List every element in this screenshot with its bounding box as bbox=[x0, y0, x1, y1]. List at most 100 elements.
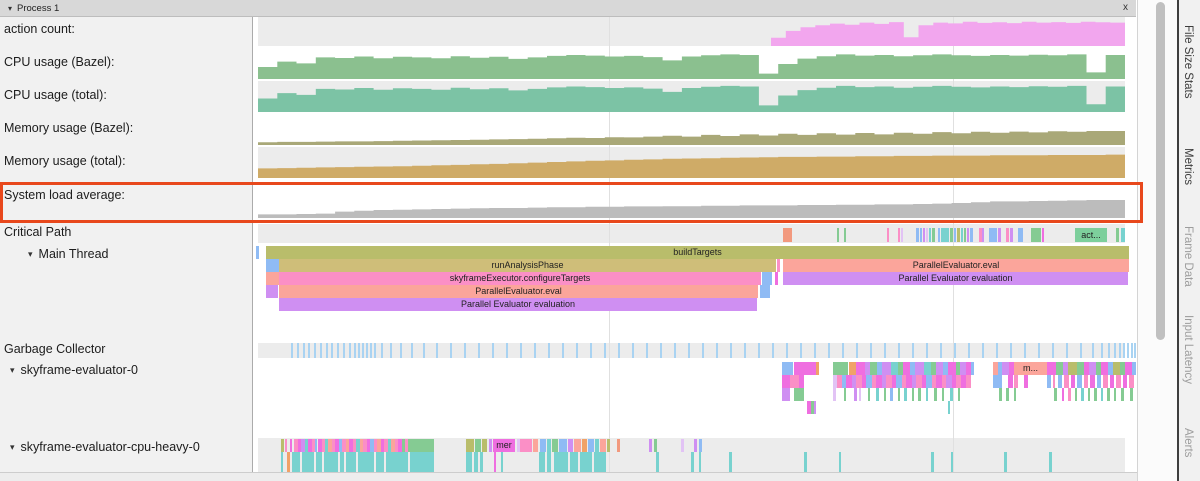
evaluator0-row-2-slice[interactable] bbox=[846, 375, 852, 388]
critical-path-row-slice[interactable] bbox=[954, 228, 956, 242]
evaluator0-row-2-slice[interactable] bbox=[896, 375, 902, 388]
cpu-heavy-row-1-slice[interactable] bbox=[298, 439, 301, 452]
evaluator0-row-2-slice[interactable] bbox=[902, 375, 906, 388]
evaluator0-row-3-slice[interactable] bbox=[1054, 388, 1057, 401]
gc-tick[interactable] bbox=[520, 343, 522, 358]
critical-path-row-slice[interactable] bbox=[923, 228, 925, 242]
evaluator0-row-3-slice[interactable] bbox=[918, 388, 921, 401]
row-label-critical-path[interactable]: Critical Path bbox=[0, 225, 254, 241]
evaluator0-row-2-slice[interactable] bbox=[852, 375, 856, 388]
cpu-heavy-row-1-slice[interactable] bbox=[388, 439, 391, 452]
evaluator0-row-2-slice[interactable] bbox=[856, 375, 862, 388]
critical-path-row-slice[interactable] bbox=[901, 228, 903, 242]
cpu-heavy-row-1-slice[interactable] bbox=[559, 439, 567, 452]
gc-tick[interactable] bbox=[478, 343, 480, 358]
cpu-heavy-row-1-slice[interactable] bbox=[367, 439, 370, 452]
evaluator0-row-3-slice[interactable] bbox=[859, 388, 861, 401]
gc-tick[interactable] bbox=[450, 343, 452, 358]
evaluator0-row-1-slice[interactable] bbox=[971, 362, 974, 375]
evaluator0-row-1-slice[interactable] bbox=[960, 362, 966, 375]
main-thread-row-2-slice[interactable] bbox=[266, 259, 279, 272]
row-label-garbage-collector[interactable]: Garbage Collector bbox=[0, 342, 254, 358]
collapse-arrow-icon[interactable]: ▾ bbox=[10, 442, 15, 452]
evaluator0-row-1-slice-label[interactable]: m... bbox=[1014, 362, 1047, 375]
evaluator0-row-2-slice[interactable] bbox=[882, 375, 886, 388]
critical-path-row-slice[interactable] bbox=[979, 228, 982, 242]
gc-tick[interactable] bbox=[982, 343, 984, 358]
cpu-heavy-row-2-slice[interactable] bbox=[699, 452, 701, 472]
main-thread-row-3-slice[interactable] bbox=[266, 272, 279, 285]
gc-tick[interactable] bbox=[1080, 343, 1082, 358]
gc-tick[interactable] bbox=[744, 343, 746, 358]
evaluator0-row-2-slice[interactable] bbox=[1110, 375, 1114, 388]
cpu-heavy-row-1-slice[interactable] bbox=[363, 439, 367, 452]
evaluator0-row-1-slice[interactable] bbox=[1077, 362, 1084, 375]
critical-path-row-slice[interactable] bbox=[982, 228, 984, 242]
evaluator0-row-1-slice[interactable] bbox=[794, 362, 816, 375]
gc-tick[interactable] bbox=[604, 343, 606, 358]
evaluator0-row-3-slice[interactable] bbox=[1107, 388, 1110, 401]
evaluator0-row-2-slice[interactable] bbox=[799, 375, 804, 388]
evaluator0-row-2-slice[interactable] bbox=[952, 375, 956, 388]
gc-tick[interactable] bbox=[320, 343, 322, 358]
critical-path-row-slice[interactable] bbox=[926, 228, 928, 242]
main-thread-row-2-slice[interactable] bbox=[777, 259, 780, 272]
gc-tick[interactable] bbox=[1010, 343, 1012, 358]
cpu-heavy-row-2-slice[interactable] bbox=[951, 452, 953, 472]
gc-tick[interactable] bbox=[464, 343, 466, 358]
gc-tick[interactable] bbox=[674, 343, 676, 358]
gc-tick[interactable] bbox=[297, 343, 299, 358]
cpu-heavy-row-2-slice[interactable] bbox=[839, 452, 841, 472]
evaluator0-row-1-slice[interactable] bbox=[998, 362, 1002, 375]
critical-path-row-slice[interactable] bbox=[1018, 228, 1023, 242]
tab-input-latency[interactable]: Input Latency bbox=[1182, 315, 1194, 385]
evaluator0-row-3-slice[interactable] bbox=[1094, 388, 1097, 401]
evaluator0-row-2-slice[interactable] bbox=[942, 375, 946, 388]
cpu-total-chart[interactable] bbox=[258, 82, 1125, 112]
critical-path-row-slice[interactable] bbox=[783, 228, 792, 242]
cpu-heavy-row-2-slice[interactable] bbox=[346, 452, 356, 472]
mem-total-chart[interactable] bbox=[258, 146, 1125, 178]
main-thread-row-3-slice-label[interactable]: skyframeExecutor.configureTargets bbox=[279, 272, 761, 285]
evaluator0-row-2-slice[interactable] bbox=[1116, 375, 1121, 388]
gc-tick[interactable] bbox=[366, 343, 368, 358]
critical-path-row-slice[interactable] bbox=[898, 228, 900, 242]
evaluator0-row-3-slice[interactable] bbox=[934, 388, 937, 401]
gc-tick[interactable] bbox=[400, 343, 402, 358]
cpu-heavy-row-1-slice[interactable] bbox=[552, 439, 558, 452]
evaluator0-row-1-slice[interactable] bbox=[1002, 362, 1009, 375]
gc-tick[interactable] bbox=[996, 343, 998, 358]
evaluator0-row-3-slice[interactable] bbox=[884, 388, 886, 401]
evaluator0-row-1-slice[interactable] bbox=[948, 362, 956, 375]
collapse-arrow-icon[interactable]: ▾ bbox=[28, 249, 33, 259]
gc-tick[interactable] bbox=[898, 343, 900, 358]
gc-tick[interactable] bbox=[856, 343, 858, 358]
critical-path-row-slice[interactable] bbox=[941, 228, 949, 242]
cpu-heavy-row-1-slice[interactable] bbox=[600, 439, 606, 452]
evaluator0-row-1-slice[interactable] bbox=[849, 362, 856, 375]
row-label-action-count[interactable]: action count: bbox=[0, 22, 254, 38]
evaluator0-row-1-slice[interactable] bbox=[833, 362, 848, 375]
evaluator0-row-1-slice[interactable] bbox=[956, 362, 960, 375]
critical-path-row-slice[interactable] bbox=[957, 228, 960, 242]
cpu-heavy-row-1-slice[interactable] bbox=[335, 439, 339, 452]
evaluator0-row-2-slice[interactable] bbox=[886, 375, 892, 388]
evaluator0-row-2-slice[interactable] bbox=[876, 375, 882, 388]
gc-tick[interactable] bbox=[303, 343, 305, 358]
evaluator0-row-3-slice[interactable] bbox=[1081, 388, 1084, 401]
main-thread-row-1-slice[interactable] bbox=[256, 246, 259, 259]
gc-tick[interactable] bbox=[800, 343, 802, 358]
evaluator0-row-3-slice[interactable] bbox=[1006, 388, 1009, 401]
cpu-heavy-row-1-slice[interactable] bbox=[533, 439, 538, 452]
gc-tick[interactable] bbox=[331, 343, 333, 358]
evaluator0-row-3-slice[interactable] bbox=[898, 388, 900, 401]
cpu-heavy-row-1-slice[interactable] bbox=[391, 439, 395, 452]
evaluator0-row-3-slice[interactable] bbox=[1075, 388, 1077, 401]
vertical-scrollbar-thumb[interactable] bbox=[1156, 2, 1165, 340]
cpu-heavy-row-1-slice[interactable] bbox=[377, 439, 381, 452]
cpu-heavy-row-1-slice[interactable] bbox=[342, 439, 346, 452]
evaluator0-row-1-slice[interactable] bbox=[943, 362, 948, 375]
gc-tick[interactable] bbox=[954, 343, 956, 358]
cpu-heavy-row-1-slice[interactable] bbox=[281, 439, 284, 452]
evaluator0-row-3-slice[interactable] bbox=[1088, 388, 1090, 401]
